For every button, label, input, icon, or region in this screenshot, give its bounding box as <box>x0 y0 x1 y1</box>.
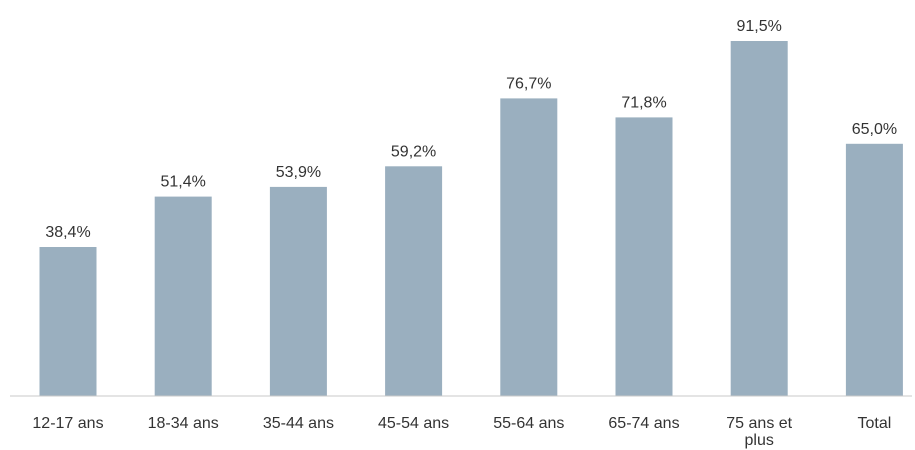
bar-4 <box>500 98 558 397</box>
bar-2 <box>269 186 327 396</box>
data-label-5: 71,8% <box>621 94 666 111</box>
data-label-6: 91,5% <box>737 18 782 35</box>
data-label-3: 59,2% <box>391 143 436 160</box>
data-label-2: 53,9% <box>276 164 321 181</box>
category-label-4: 55-64 ans <box>493 415 564 432</box>
category-label-0: 12-17 ans <box>32 415 103 432</box>
bar-5 <box>615 117 673 397</box>
bar-7 <box>845 143 903 396</box>
bar-3 <box>385 166 443 396</box>
category-label-2: 35-44 ans <box>263 415 334 432</box>
category-label-5: 65-74 ans <box>608 415 679 432</box>
bar-6 <box>730 41 788 396</box>
category-label-3: 45-54 ans <box>378 415 449 432</box>
data-label-4: 76,7% <box>506 75 551 92</box>
bars-group <box>39 41 903 397</box>
data-label-0: 38,4% <box>45 224 90 241</box>
category-label-7: Total <box>858 415 892 432</box>
value-labels-group: 38,4% 51,4% 53,9% 59,2% 76,7% 71,8% 91,5% 65,0% <box>45 18 897 241</box>
category-label-1: 18-34 ans <box>148 415 219 432</box>
bar-0 <box>39 247 97 396</box>
category-label-6: 75 ans et plus <box>726 415 792 449</box>
category-labels-group: 12-17 ans 18-34 ans 35-44 ans 45-54 ans 55-6… <box>32 415 891 449</box>
data-label-1: 51,4% <box>161 174 206 191</box>
data-label-7: 65,0% <box>852 121 897 138</box>
bar-1 <box>154 196 212 396</box>
